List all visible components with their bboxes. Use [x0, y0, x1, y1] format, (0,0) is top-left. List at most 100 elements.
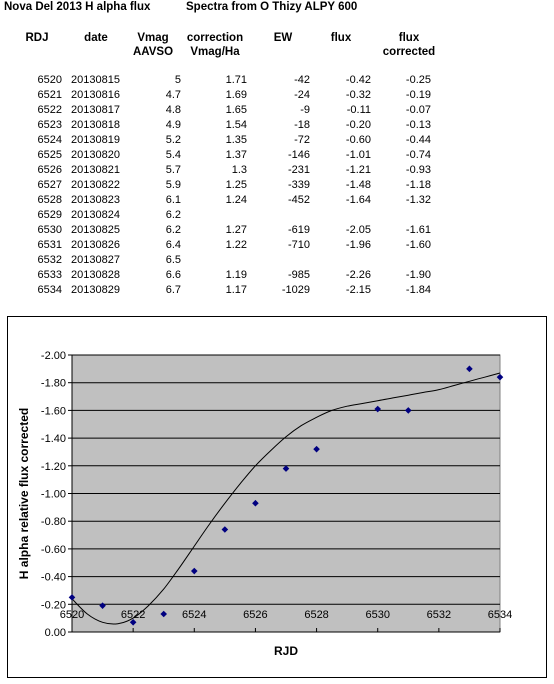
table-cell: 6521: [37, 89, 62, 101]
table-cell: -146: [287, 149, 310, 161]
table-row: 6525 20130820 5.4 1.37 -146 -1.01 -0.74: [0, 149, 460, 164]
table-cell: -0.07: [405, 104, 431, 116]
page-title: Nova Del 2013 H alpha flux Spectra from …: [4, 1, 357, 13]
table-cell: -2.26: [345, 269, 371, 281]
table-cell: 20130825: [71, 224, 120, 236]
data-point: [466, 365, 473, 373]
table-cell: -619: [287, 224, 310, 236]
table-cell: 20130822: [71, 179, 120, 191]
table-cell: 6530: [37, 224, 62, 236]
table-cell: 20130827: [71, 254, 120, 266]
table-cell: 6.4: [165, 239, 181, 251]
data-point: [313, 445, 320, 453]
x-tick-label: 6534: [488, 609, 512, 621]
table-cell: 20130823: [71, 194, 120, 206]
table-cell: -0.32: [345, 89, 371, 101]
table-cell: 1.69: [225, 89, 247, 101]
data-point: [282, 465, 290, 472]
subtitle-text: Spectra from O Thizy ALPY 600: [186, 1, 358, 13]
table-row: 6526 20130821 5.7 1.3 -231 -1.21 -0.93: [0, 164, 460, 179]
table-cell: -1.01: [345, 149, 371, 161]
table-cell: -24: [294, 89, 310, 101]
table-cell: -0.20: [345, 119, 371, 131]
trend-curve: [71, 372, 501, 625]
table-row: 6522 20130817 4.8 1.65 -9 -0.11 -0.07: [0, 104, 460, 119]
column-header-line1: Vmag: [137, 32, 169, 44]
table-cell: 6.7: [165, 284, 181, 296]
table-cell: 20130815: [71, 74, 120, 86]
x-tick-label: 6532: [427, 609, 451, 621]
column-header-line1: date: [84, 32, 108, 44]
table-cell: -0.13: [405, 119, 431, 131]
table-cell: 6523: [37, 119, 62, 131]
table-row: 6523 20130818 4.9 1.54 -18 -0.20 -0.13: [0, 119, 460, 134]
table-cell: -1.21: [345, 164, 371, 176]
chart-frame: -2.00 -1.80 -1.60 -1.40 -1.20 -1.00 -0.80 -0.60…: [7, 316, 547, 678]
table-cell: -0.19: [405, 89, 431, 101]
x-tick-label: 6522: [121, 609, 145, 621]
table-cell: 6524: [37, 134, 62, 146]
data-point: [129, 619, 137, 626]
table-cell: -1.48: [345, 179, 371, 191]
table-cell: 6.6: [165, 269, 181, 281]
table-cell: 6529: [37, 209, 62, 221]
table-cell: 6.1: [165, 194, 181, 206]
table-row: 6534 20130829 6.7 1.17 -1029 -2.15 -1.84: [0, 284, 460, 299]
column-header-line1: EW: [273, 32, 293, 44]
column-header-line1: correction: [186, 32, 244, 44]
y-tick-label: -0.40: [41, 572, 66, 584]
table-cell: 6527: [37, 179, 62, 191]
table-cell: 1.54: [225, 119, 247, 131]
table-cell: 6.2: [165, 209, 181, 221]
data-point: [404, 407, 412, 414]
table-cell: 1.65: [225, 104, 247, 116]
table-cell: 20130819: [71, 134, 120, 146]
table-cell: -0.11: [346, 104, 371, 116]
table-cell: -1.18: [405, 179, 431, 191]
x-axis-title: RJD: [274, 644, 298, 658]
x-tick-label: 6530: [365, 609, 389, 621]
table-cell: 1.37: [225, 149, 247, 161]
y-tick-label: -0.80: [41, 516, 66, 528]
table-cell: 5.9: [165, 179, 181, 191]
x-tick-label: 6528: [304, 609, 328, 621]
y-tick-label: -0.20: [41, 599, 66, 611]
column-header: Vmag AAVSO: [103, 31, 203, 59]
table-cell: 20130816: [71, 89, 120, 101]
table-cell: -42: [294, 74, 310, 86]
table-cell: -72: [294, 134, 310, 146]
table-cell: 1.71: [225, 74, 247, 86]
table-cell: -18: [294, 119, 310, 131]
table-cell: 20130828: [71, 269, 120, 281]
y-tick-label: -1.20: [41, 461, 66, 473]
table-cell: 1.22: [225, 239, 247, 251]
table-cell: 20130817: [71, 104, 120, 116]
table-row: 6521 20130816 4.7 1.69 -24 -0.32 -0.19: [0, 89, 460, 104]
table-cell: -2.15: [345, 284, 371, 296]
table-cell: -1.32: [405, 194, 431, 206]
column-header-line1: flux: [330, 32, 352, 44]
table-cell: 1.17: [225, 284, 247, 296]
y-tick-label: 0.00: [45, 627, 66, 639]
x-tick-label: 6524: [182, 609, 206, 621]
table-cell: 6528: [37, 194, 62, 206]
column-header-line1: flux: [398, 32, 420, 44]
table-row: 6529 20130824 6.2: [0, 209, 460, 224]
table-row: 6520 20130815 5 1.71 -42 -0.42 -0.25: [0, 74, 460, 89]
table-cell: 4.7: [165, 89, 181, 101]
y-tick-label: -1.40: [41, 433, 66, 445]
data-point: [190, 567, 198, 575]
title-text: Nova Del 2013 H alpha flux: [4, 1, 151, 13]
table-cell: 1.24: [225, 194, 247, 206]
data-point: [496, 373, 504, 381]
table-cell: 20130818: [71, 119, 120, 131]
y-tick-label: -1.60: [41, 405, 66, 417]
y-tick-label: -1.00: [41, 489, 66, 501]
column-header-line2: AAVSO: [132, 46, 174, 58]
table-row: 6528 20130823 6.1 1.24 -452 -1.64 -1.32: [0, 194, 460, 209]
data-point: [252, 499, 259, 507]
table-cell: -231: [287, 164, 310, 176]
table-cell: -1.60: [405, 239, 431, 251]
table-cell: -0.74: [405, 149, 431, 161]
y-tick-label: -0.60: [41, 544, 66, 556]
